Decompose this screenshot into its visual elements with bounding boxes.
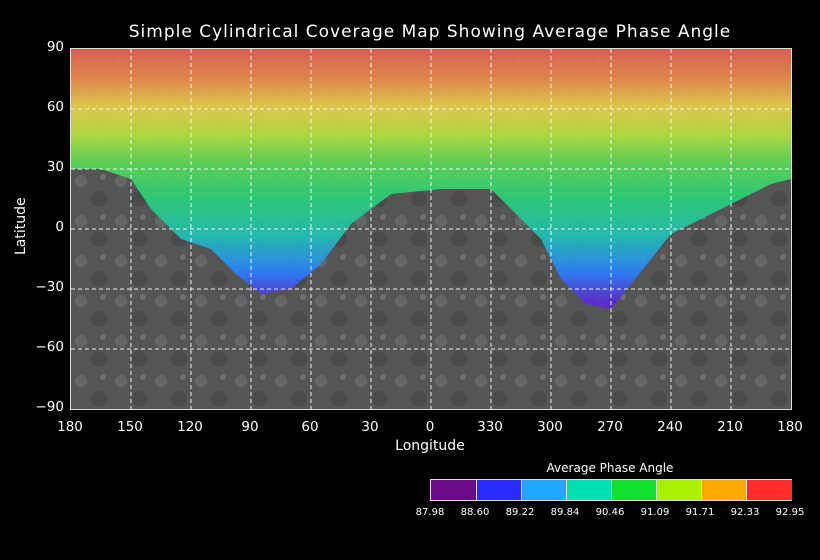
legend-tick-label: 90.46 [595, 507, 625, 518]
lon-tick-label: 180 [57, 419, 83, 435]
lon-tick-label: 300 [537, 419, 563, 435]
lat-tick-label: −30 [35, 279, 65, 295]
lon-tick-label: 180 [777, 419, 803, 435]
legend-tick-label: 87.98 [415, 507, 445, 518]
lon-tick-label: 330 [477, 419, 503, 435]
lon-tick-label: 270 [597, 419, 623, 435]
x-axis-title: Longitude [395, 438, 465, 454]
coverage-map[interactable] [70, 48, 792, 410]
lon-tick-label: 60 [301, 419, 319, 435]
lon-tick-label: 90 [241, 419, 259, 435]
lon-tick-label: 30 [361, 419, 379, 435]
legend-color-cell [746, 480, 792, 500]
legend-color-cell [611, 480, 657, 500]
legend-tick-label: 91.09 [640, 507, 670, 518]
legend-tick-label: 92.33 [730, 507, 760, 518]
legend-color-cell [656, 480, 702, 500]
lat-tick-label: −90 [35, 399, 65, 415]
lon-tick-label: 150 [117, 419, 143, 435]
legend-tick-label: 89.84 [550, 507, 580, 518]
y-axis-title: Latitude [13, 197, 29, 255]
lon-tick-label: 240 [657, 419, 683, 435]
lon-tick-label: 0 [425, 419, 435, 435]
legend-color-cell [521, 480, 567, 500]
legend-color-cell [476, 480, 522, 500]
lat-tick-label: 0 [55, 219, 64, 235]
legend-color-cell [566, 480, 612, 500]
legend-tick-label: 91.71 [685, 507, 715, 518]
gridlines [71, 49, 791, 409]
lat-tick-label: 60 [46, 99, 64, 115]
legend-title: Average Phase Angle [546, 461, 674, 475]
legend-color-cell [431, 480, 476, 500]
lat-tick-label: −60 [35, 339, 65, 355]
legend-color-cell [701, 480, 747, 500]
lat-tick-label: 90 [46, 39, 64, 55]
legend-tick-label: 88.60 [460, 507, 490, 518]
lat-tick-label: 30 [46, 159, 64, 175]
coverage-map-canvas [71, 49, 791, 409]
lon-tick-label: 120 [177, 419, 203, 435]
map-title: Simple Cylindrical Coverage Map Showing … [128, 22, 732, 42]
legend-tick-label: 89.22 [505, 507, 535, 518]
lon-tick-label: 210 [717, 419, 743, 435]
legend-tick-label: 92.95 [775, 507, 805, 518]
legend-colorbar [430, 479, 792, 501]
